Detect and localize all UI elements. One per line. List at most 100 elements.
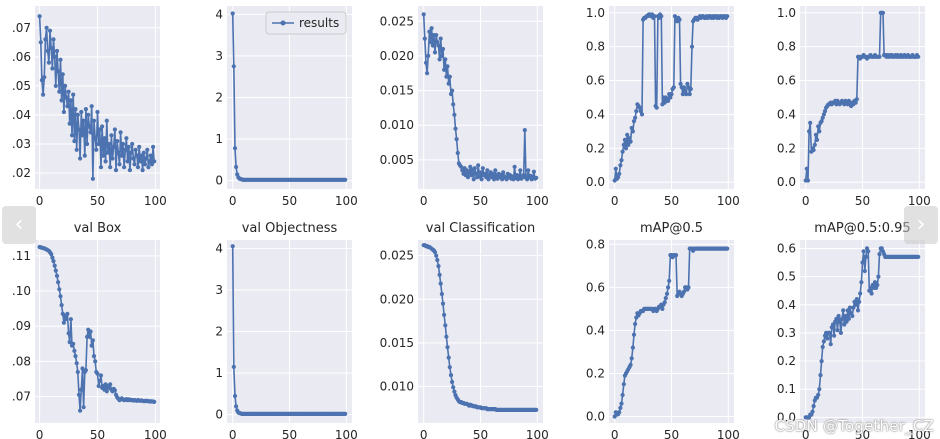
data-point	[817, 387, 822, 392]
data-point	[46, 60, 52, 65]
data-point	[836, 313, 841, 319]
data-point	[443, 57, 448, 62]
data-point	[857, 299, 862, 304]
data-point	[863, 254, 869, 259]
data-point	[93, 359, 98, 364]
y-tick-label: 0.1	[777, 382, 796, 396]
y-tick-label: 0.6	[586, 74, 605, 88]
data-point	[877, 252, 882, 257]
data-point	[812, 142, 817, 147]
data-point	[138, 159, 143, 164]
data-point	[440, 301, 446, 306]
data-point	[118, 130, 123, 135]
x-tick-label: 50	[855, 194, 870, 208]
data-point	[851, 305, 856, 310]
data-point	[231, 64, 236, 69]
chart-panel-1: 0 50 100 .02 .03 .04 .05 .06 .07	[12, 6, 167, 208]
x-tick-label: 0	[802, 194, 810, 208]
data-point	[109, 133, 114, 138]
y-tick-label: 0.010	[380, 118, 414, 132]
x-tick-label: 100	[908, 428, 931, 439]
data-point	[37, 14, 42, 19]
data-point	[534, 175, 539, 180]
y-tick-label: 1.0	[777, 6, 796, 20]
y-tick-label: 0.4	[777, 107, 796, 121]
data-point	[230, 244, 235, 249]
data-point	[101, 153, 106, 158]
data-point	[681, 289, 687, 294]
x-tick-label: 100	[717, 428, 740, 439]
previous-image-button[interactable]: ‹	[2, 206, 36, 244]
data-point	[855, 308, 861, 313]
data-point	[627, 136, 632, 141]
data-point	[835, 328, 840, 333]
data-point	[486, 177, 491, 182]
data-point	[854, 97, 859, 102]
chart-panel-4: 0 50 100 0.0 0.2 0.4 0.6 0.8 1.0	[586, 6, 740, 208]
data-point	[73, 107, 78, 112]
data-point	[654, 105, 659, 110]
data-point	[677, 17, 682, 22]
data-point	[134, 153, 139, 158]
data-point	[617, 410, 622, 415]
data-point	[57, 89, 62, 94]
data-point	[689, 44, 695, 49]
data-point	[59, 303, 64, 308]
data-point	[832, 333, 837, 338]
y-tick-label: 0.025	[380, 249, 414, 263]
data-point	[639, 112, 645, 117]
data-point	[52, 263, 57, 268]
data-point	[685, 81, 690, 86]
data-point	[459, 164, 464, 169]
data-point	[68, 98, 73, 103]
data-point	[111, 144, 116, 149]
data-point	[452, 389, 457, 394]
x-tick-label: 100	[144, 428, 167, 439]
y-tick-label: 0.8	[586, 40, 605, 54]
data-point	[631, 332, 637, 337]
data-point	[816, 392, 821, 397]
data-point	[430, 43, 435, 48]
data-point	[434, 253, 439, 258]
data-point	[152, 399, 157, 404]
data-point	[231, 364, 236, 369]
data-point	[628, 139, 633, 144]
data-point	[50, 66, 55, 71]
data-point	[838, 330, 844, 335]
data-point	[59, 98, 64, 103]
x-tick-label: 50	[282, 194, 297, 208]
data-point	[124, 136, 129, 141]
data-point	[435, 39, 440, 45]
data-point	[91, 118, 97, 123]
chart-panel-8: 0 50 100 0.010 0.015 0.020 0.025 val Classifica…	[380, 221, 549, 439]
data-point	[820, 344, 825, 350]
data-point	[808, 120, 813, 125]
y-tick-label: 4	[215, 7, 223, 21]
next-image-button[interactable]: ›	[904, 206, 938, 244]
data-point	[112, 388, 117, 393]
data-point	[96, 141, 101, 147]
data-point	[805, 178, 811, 183]
data-point	[88, 329, 93, 334]
data-point	[98, 165, 104, 170]
y-tick-label: 0.5	[777, 270, 796, 284]
data-point	[125, 159, 130, 164]
data-point	[531, 169, 537, 174]
data-point	[669, 92, 674, 97]
x-tick-label: 0	[229, 428, 237, 439]
x-tick-label: 50	[664, 428, 679, 439]
data-point	[83, 368, 88, 373]
chart-title: val Classification	[426, 221, 535, 236]
data-point	[668, 95, 673, 100]
data-point	[47, 28, 53, 33]
data-point	[66, 331, 71, 336]
data-point	[843, 313, 848, 319]
x-tick-label: 0	[611, 194, 619, 208]
data-point	[93, 136, 98, 141]
data-point	[680, 92, 686, 97]
y-tick-label: 0.4	[586, 323, 605, 337]
data-point	[613, 166, 618, 171]
data-point	[844, 319, 849, 324]
data-point	[526, 168, 531, 173]
data-point	[686, 285, 691, 290]
